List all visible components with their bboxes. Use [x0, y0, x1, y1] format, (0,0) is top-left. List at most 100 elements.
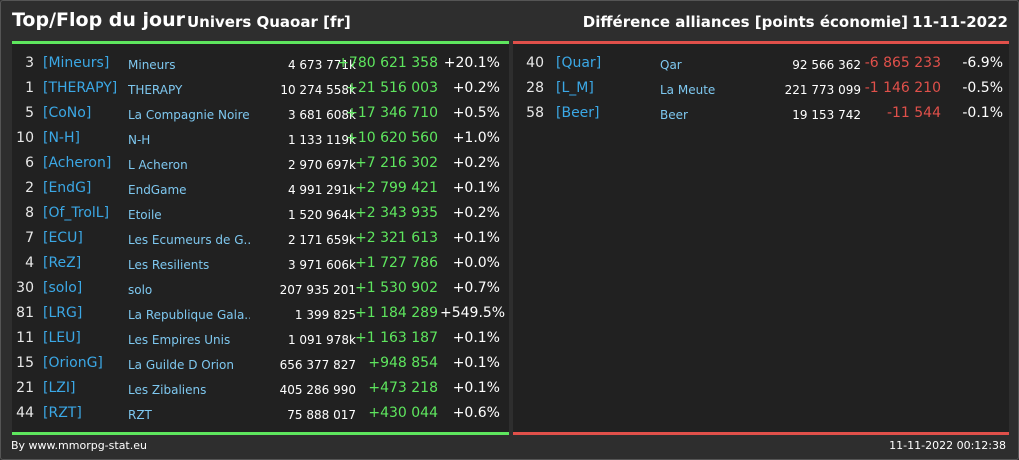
- category-label: Différence alliances [points économie]: [582, 13, 908, 31]
- diff-cell: +1 163 187: [355, 330, 438, 346]
- alliance-name-link[interactable]: La Guilde D Orion: [128, 358, 234, 372]
- points-cell: 1 091 978k: [287, 333, 356, 347]
- diff-cell: +1 184 289: [355, 305, 438, 321]
- source-link[interactable]: By www.mmorpg-stat.eu: [11, 439, 147, 452]
- table-row: 3 [Mineurs] Mineurs 4 673 771k +780 621 358 +…: [12, 51, 509, 76]
- alliance-name-link[interactable]: Qar: [660, 58, 682, 72]
- alliance-name-link[interactable]: N-H: [128, 133, 151, 147]
- alliance-tag-link[interactable]: [Quar]: [556, 55, 602, 71]
- alliance-name-link[interactable]: La Compagnie Noire: [128, 108, 250, 122]
- percent-cell: -6.9%: [962, 55, 1003, 71]
- points-cell: 405 286 990: [279, 383, 356, 397]
- percent-cell: +0.7%: [452, 280, 500, 296]
- alliance-name-link[interactable]: Les Empires Unis: [128, 333, 231, 347]
- points-cell: 3 971 606k: [287, 258, 356, 272]
- rank-cell: 21: [16, 380, 34, 396]
- alliance-name-link[interactable]: La Republique Gala...: [128, 308, 250, 322]
- alliance-name-link[interactable]: Les Zibaliens: [128, 383, 207, 397]
- alliance-name-link[interactable]: L Acheron: [128, 158, 188, 172]
- diff-cell: +10 620 560: [346, 130, 438, 146]
- table-row: 21 [LZI] Les Zibaliens 405 286 990 +473 218 +…: [12, 376, 509, 401]
- alliance-name-link[interactable]: solo: [128, 283, 153, 297]
- alliance-tag-link[interactable]: [LZI]: [43, 380, 76, 396]
- alliance-name-link[interactable]: EndGame: [128, 183, 187, 197]
- percent-cell: +0.5%: [452, 105, 500, 121]
- rank-cell: 40: [526, 55, 544, 71]
- header-date: 11-11-2022: [912, 13, 1008, 31]
- percent-cell: +0.2%: [452, 155, 500, 171]
- rank-cell: 8: [25, 205, 34, 221]
- alliance-tag-link[interactable]: [EndG]: [43, 180, 92, 196]
- rank-cell: 81: [16, 305, 34, 321]
- rank-cell: 15: [16, 355, 34, 371]
- flop-panel: 40 [Quar] Qar 92 566 362 -6 865 233 -6.9% 28 [L…: [513, 41, 1009, 435]
- points-cell: 4 673 771k: [287, 58, 356, 72]
- diff-cell: +1 530 902: [355, 280, 438, 296]
- rank-cell: 11: [16, 330, 34, 346]
- points-cell: 1 520 964k: [287, 208, 356, 222]
- points-cell: 4 991 291k: [287, 183, 356, 197]
- table-row: 7 [ECU] Les Ecumeurs de G... 2 171 659k +2 3…: [12, 226, 509, 251]
- table-row: 81 [LRG] La Republique Gala... 1 399 825 +1 …: [12, 301, 509, 326]
- percent-cell: -0.5%: [962, 80, 1003, 96]
- alliance-name-link[interactable]: RZT: [128, 408, 152, 422]
- alliance-tag-link[interactable]: [LRG]: [43, 305, 83, 321]
- rank-cell: 30: [16, 280, 34, 296]
- rank-cell: 28: [526, 80, 544, 96]
- alliance-tag-link[interactable]: [Acheron]: [43, 155, 112, 171]
- percent-cell: +0.1%: [452, 355, 500, 371]
- table-row: 4 [ReZ] Les Resilients 3 971 606k +1 727 786…: [12, 251, 509, 276]
- points-cell: 19 153 742: [792, 108, 861, 122]
- percent-cell: +0.1%: [452, 330, 500, 346]
- alliance-tag-link[interactable]: [solo]: [43, 280, 83, 296]
- points-cell: 92 566 362: [792, 58, 861, 72]
- table-row: 40 [Quar] Qar 92 566 362 -6 865 233 -6.9%: [513, 51, 1009, 76]
- alliance-tag-link[interactable]: [Beer]: [556, 105, 600, 121]
- alliance-tag-link[interactable]: [Mineurs]: [43, 55, 110, 71]
- alliance-tag-link[interactable]: [CoNo]: [43, 105, 92, 121]
- percent-cell: +0.1%: [452, 180, 500, 196]
- alliance-tag-link[interactable]: [LEU]: [43, 330, 81, 346]
- rank-cell: 58: [526, 105, 544, 121]
- alliance-name-link[interactable]: Beer: [660, 108, 688, 122]
- alliance-tag-link[interactable]: [Of_TrolL]: [43, 205, 110, 221]
- percent-cell: +20.1%: [443, 55, 500, 71]
- top-panel: 3 [Mineurs] Mineurs 4 673 771k +780 621 358 +…: [12, 41, 509, 435]
- diff-cell: +2 343 935: [355, 205, 438, 221]
- timestamp: 11-11-2022 00:12:38: [889, 439, 1006, 452]
- percent-cell: -0.1%: [962, 105, 1003, 121]
- alliance-tag-link[interactable]: [THERAPY]: [43, 80, 118, 96]
- percent-cell: +0.2%: [452, 205, 500, 221]
- alliance-tag-link[interactable]: [ReZ]: [43, 255, 82, 271]
- rank-cell: 4: [25, 255, 34, 271]
- page-title: Top/Flop du jour: [12, 9, 185, 31]
- alliance-tag-link[interactable]: [L_M]: [556, 80, 594, 96]
- alliance-name-link[interactable]: Etoile: [128, 208, 162, 222]
- flop-list: 40 [Quar] Qar 92 566 362 -6 865 233 -6.9% 28 [L…: [513, 51, 1009, 126]
- alliance-name-link[interactable]: THERAPY: [128, 83, 183, 97]
- percent-cell: +0.6%: [452, 405, 500, 421]
- diff-cell: +430 044: [368, 405, 438, 421]
- diff-cell: +1 727 786: [355, 255, 438, 271]
- rank-cell: 2: [25, 180, 34, 196]
- points-cell: 221 773 099: [784, 83, 861, 97]
- points-cell: 1 133 119k: [287, 133, 356, 147]
- percent-cell: +0.1%: [452, 380, 500, 396]
- alliance-name-link[interactable]: La Meute: [660, 83, 716, 97]
- alliance-tag-link[interactable]: [N-H]: [43, 130, 80, 146]
- points-cell: 656 377 827: [279, 358, 356, 372]
- table-row: 10 [N-H] N-H 1 133 119k +10 620 560 +1.0%: [12, 126, 509, 151]
- alliance-name-link[interactable]: Les Resilients: [128, 258, 210, 272]
- alliance-tag-link[interactable]: [ECU]: [43, 230, 83, 246]
- alliance-name-link[interactable]: Les Ecumeurs de G...: [128, 233, 250, 247]
- header: Top/Flop du jour Univers Quaoar [fr] Dif…: [1, 1, 1018, 41]
- diff-cell: +17 346 710: [346, 105, 438, 121]
- rank-cell: 6: [25, 155, 34, 171]
- diff-cell: +7 216 302: [355, 155, 438, 171]
- alliance-tag-link[interactable]: [OrionG]: [43, 355, 103, 371]
- alliance-tag-link[interactable]: [RZT]: [43, 405, 82, 421]
- table-row: 6 [Acheron] L Acheron 2 970 697k +7 216 302 +…: [12, 151, 509, 176]
- alliance-name-link[interactable]: Mineurs: [128, 58, 176, 72]
- rank-cell: 10: [16, 130, 34, 146]
